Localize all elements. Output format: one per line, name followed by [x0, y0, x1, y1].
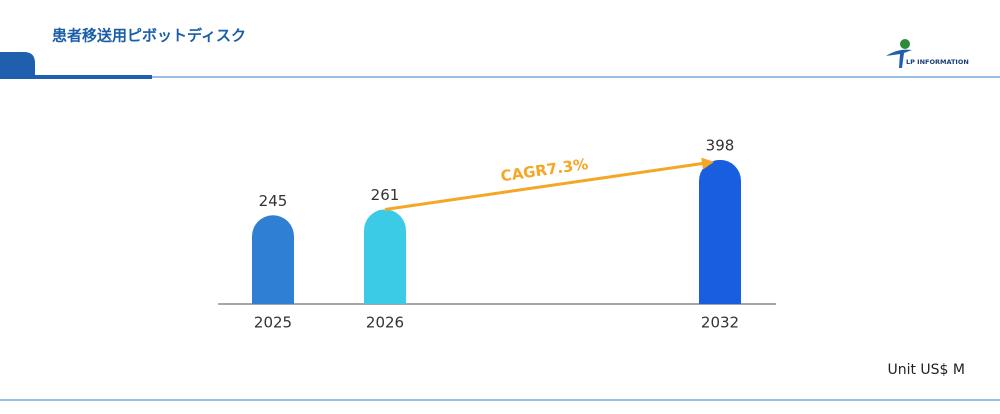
logo: LP INFORMATION	[886, 39, 969, 68]
header-rule-accent	[0, 75, 152, 79]
bar	[699, 159, 741, 304]
page-title: 患者移送用ピボットディスク	[52, 27, 246, 45]
x-tick-label: 2026	[366, 314, 404, 332]
value-label: 261	[371, 186, 400, 204]
unit-label: Unit US$ M	[887, 362, 965, 378]
bar	[364, 209, 406, 304]
cagr-arrow	[384, 161, 705, 211]
logo-head	[900, 39, 910, 49]
header-tab	[0, 52, 35, 75]
x-tick-label: 2032	[701, 314, 739, 332]
logo-figure	[886, 49, 912, 68]
cagr-arrowhead	[701, 157, 714, 170]
value-label: 398	[706, 136, 735, 154]
bar	[252, 215, 294, 304]
x-tick-label: 2025	[254, 314, 292, 332]
value-label: 245	[259, 192, 288, 210]
logo-text: LP INFORMATION	[906, 58, 969, 66]
